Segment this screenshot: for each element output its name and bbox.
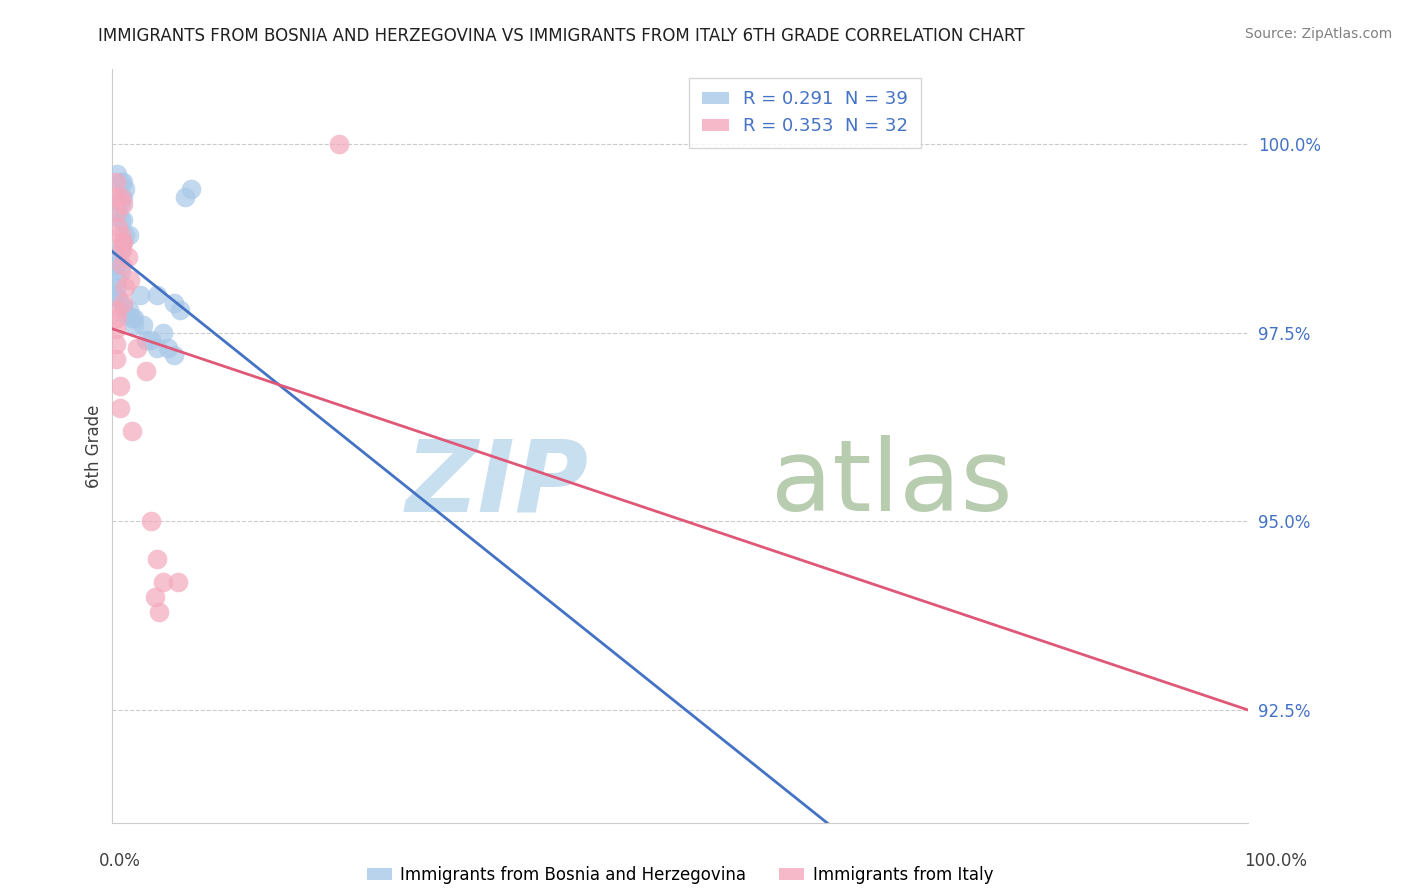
Point xyxy=(111,299,134,313)
Point xyxy=(108,378,131,392)
Point xyxy=(114,182,136,196)
Point xyxy=(105,303,128,318)
Point xyxy=(143,590,166,604)
Point xyxy=(117,250,139,264)
Point xyxy=(111,235,134,249)
Point xyxy=(111,243,134,257)
Point xyxy=(110,190,132,204)
Point xyxy=(124,310,146,325)
Point xyxy=(328,136,350,151)
Point xyxy=(114,280,136,294)
Point xyxy=(105,167,128,181)
Point xyxy=(121,310,143,325)
Point xyxy=(105,175,128,189)
Point xyxy=(135,334,157,348)
Point xyxy=(121,424,143,438)
Point xyxy=(129,288,152,302)
Point xyxy=(111,212,134,227)
Point xyxy=(110,243,132,257)
Point xyxy=(111,258,134,272)
Point xyxy=(105,280,128,294)
Point xyxy=(110,175,132,189)
Legend: R = 0.291  N = 39, R = 0.353  N = 32: R = 0.291 N = 39, R = 0.353 N = 32 xyxy=(689,78,921,148)
Point xyxy=(111,190,134,204)
Point xyxy=(152,574,174,589)
Point xyxy=(125,341,148,355)
Point xyxy=(107,292,129,306)
Point xyxy=(111,175,134,189)
Point xyxy=(146,288,169,302)
Point xyxy=(111,235,134,249)
Point xyxy=(141,334,163,348)
Point xyxy=(124,318,146,333)
Point xyxy=(111,295,134,310)
Point xyxy=(135,363,157,377)
Y-axis label: 6th Grade: 6th Grade xyxy=(86,404,103,488)
Point xyxy=(152,326,174,340)
Point xyxy=(105,322,128,336)
Point xyxy=(163,348,186,362)
Point xyxy=(157,341,180,355)
Point xyxy=(146,341,169,355)
Text: ZIP: ZIP xyxy=(406,435,589,533)
Point xyxy=(180,182,202,196)
Point xyxy=(105,205,128,219)
Point xyxy=(132,318,155,333)
Point xyxy=(105,337,128,351)
Point xyxy=(115,307,138,321)
Point xyxy=(105,250,128,264)
Point xyxy=(111,235,134,249)
Text: IMMIGRANTS FROM BOSNIA AND HERZEGOVINA VS IMMIGRANTS FROM ITALY 6TH GRADE CORREL: IMMIGRANTS FROM BOSNIA AND HERZEGOVINA V… xyxy=(98,27,1025,45)
Point xyxy=(141,515,163,529)
Text: 0.0%: 0.0% xyxy=(98,852,141,870)
Point xyxy=(174,190,197,204)
Point xyxy=(110,197,132,211)
Point xyxy=(104,288,127,302)
Text: Source: ZipAtlas.com: Source: ZipAtlas.com xyxy=(1244,27,1392,41)
Point xyxy=(105,258,128,272)
Point xyxy=(163,295,186,310)
Point xyxy=(105,273,128,287)
Point xyxy=(107,205,129,219)
Point xyxy=(110,265,132,279)
Point xyxy=(108,401,131,416)
Point xyxy=(105,190,128,204)
Point xyxy=(118,303,141,318)
Point xyxy=(118,273,141,287)
Text: atlas: atlas xyxy=(770,435,1012,533)
Point xyxy=(114,227,136,242)
Point xyxy=(118,227,141,242)
Point xyxy=(105,310,128,325)
Point xyxy=(166,574,188,589)
Point xyxy=(148,605,170,619)
Point xyxy=(111,197,134,211)
Point xyxy=(105,352,128,367)
Point xyxy=(107,220,129,235)
Point xyxy=(110,227,132,242)
Point xyxy=(169,303,191,318)
Point xyxy=(146,552,169,566)
Point xyxy=(110,212,132,227)
Text: 100.0%: 100.0% xyxy=(1244,852,1308,870)
